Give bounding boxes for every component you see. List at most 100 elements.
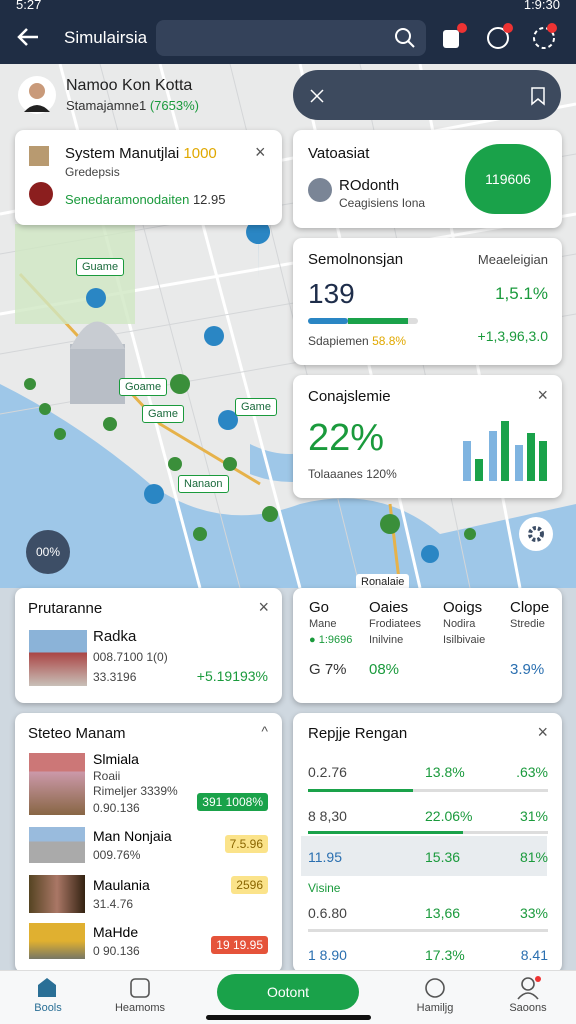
caption-text: Tolaaanes xyxy=(308,467,363,481)
close-button[interactable]: × xyxy=(537,385,548,405)
detail-text: Senedaramonodaiten xyxy=(65,192,190,207)
card-title: Repjje Rengan xyxy=(308,725,408,742)
item-photo xyxy=(29,875,85,913)
home-indicator xyxy=(206,1015,371,1020)
item-badge: 19 19.95 xyxy=(211,936,268,954)
map-label: Goame xyxy=(119,378,168,396)
item-photo xyxy=(29,753,85,815)
column: Clope Stredie 3.9% xyxy=(510,600,549,678)
col-head: Go xyxy=(309,599,330,616)
map-search[interactable] xyxy=(293,70,561,120)
system-card[interactable]: System Manutjlai 1000 × Gredepsis Seneda… xyxy=(15,130,282,225)
row-cell: 17.3% xyxy=(425,947,465,963)
profile-percent: (7653%) xyxy=(149,98,199,113)
nav-item[interactable]: Bools xyxy=(34,1002,62,1014)
columns-card[interactable]: Go Mane ● 1:9696 G 7% Oaies Frodiatees Inilvi… xyxy=(293,588,562,703)
col-value: G 7% xyxy=(309,661,347,678)
col-line-text: 1:9696 xyxy=(318,634,353,646)
row-cell: 0.6.80 xyxy=(308,905,347,921)
collapse-button[interactable]: ^ xyxy=(261,723,268,739)
item-sub: Roaii xyxy=(93,769,121,783)
card-avatar xyxy=(308,178,332,202)
col-sub: Mane xyxy=(309,618,337,630)
back-button[interactable] xyxy=(16,26,40,48)
stat-amount: +1,3,96,3.0 xyxy=(477,328,548,344)
top-icons[interactable] xyxy=(440,22,560,52)
search-box[interactable] xyxy=(156,20,426,56)
row-cell: 1 8.90 xyxy=(308,947,347,963)
row-cell: 8.41 xyxy=(520,947,548,963)
col-sub: Nodira xyxy=(443,618,476,630)
zoom-button[interactable]: 00% xyxy=(26,530,70,574)
stat-change: 1,5.1% xyxy=(495,284,548,303)
card-title: Vatoasiat xyxy=(308,145,370,162)
list-card[interactable]: Steteo Manam ^ Slmiala Roaii Rimeljer 33… xyxy=(15,713,282,973)
card-caption: Ceagisiens Iona xyxy=(339,196,426,210)
map-label: Nanaon xyxy=(178,475,229,493)
column: Go Mane ● 1:9696 G 7% xyxy=(309,600,352,678)
map-label: Ronalaie xyxy=(356,574,410,590)
row-cell: 0.2.76 xyxy=(308,764,347,780)
nav-item[interactable]: Saoons xyxy=(509,1002,547,1014)
item-photo xyxy=(29,827,85,863)
status-time: 5:27 xyxy=(16,0,42,12)
row-cell: .63% xyxy=(516,764,548,780)
caption-value: 120% xyxy=(366,467,397,481)
nav-icons xyxy=(38,976,541,1000)
item-line: Rimeljer 3339% xyxy=(93,784,178,798)
section-label: Visine xyxy=(308,881,341,895)
status-badge[interactable]: 119606 xyxy=(465,144,551,214)
row-bar xyxy=(308,789,548,792)
col-value: 3.9% xyxy=(510,661,545,678)
nav-item[interactable]: Heamoms xyxy=(114,1002,166,1014)
rank-card[interactable]: Repjje Rengan × 0.2.76 13.8% .63% 8 8,30… xyxy=(293,713,562,973)
item-badge: 7.5.96 xyxy=(224,835,268,853)
settings-button[interactable] xyxy=(518,516,554,552)
item-badge: 2596 xyxy=(231,876,268,894)
place-value: +5.19193% xyxy=(196,668,268,684)
col-line: Inilvine xyxy=(369,634,404,646)
place-line1: 008.7100 1(0) xyxy=(93,650,168,664)
search-icon[interactable] xyxy=(394,27,416,49)
row-cell: 15.36 xyxy=(425,849,461,865)
item-line: 0 90.136 xyxy=(93,944,140,958)
col-value: 08% xyxy=(369,661,400,678)
card-icon xyxy=(29,146,49,166)
place-card[interactable]: Prutaranne × Radka 008.7100 1(0) 33.3196… xyxy=(15,588,282,703)
card-title: Semolnonsjan xyxy=(308,251,404,268)
row-cell: 33% xyxy=(519,905,548,921)
profile-subtitle: Stamajamne1 (7653%) xyxy=(66,98,199,113)
col-line: ● 1:9696 xyxy=(309,634,353,646)
nav-item[interactable]: Hamiljg xyxy=(416,1002,454,1014)
percent-caption: Tolaaanes 120% xyxy=(308,467,397,481)
percent-value: 22% xyxy=(308,417,385,459)
vatoasiat-card[interactable]: Vatoasiat ROdonth Ceagisiens Iona 119606 xyxy=(293,130,562,228)
title-badge: 1000 xyxy=(183,145,217,162)
item-name: MaHde xyxy=(93,924,139,940)
column: Ooigs Nodira Isilbivaie xyxy=(443,600,485,648)
col-line: Isilbivaie xyxy=(443,634,486,646)
map-label: Game xyxy=(142,405,184,423)
close-button[interactable]: × xyxy=(537,722,548,742)
caption-value: 58.8% xyxy=(372,334,407,348)
percent-card[interactable]: Conajslemie × 22% Tolaaanes 120% xyxy=(293,375,562,498)
row-bar xyxy=(308,831,548,834)
row-cell: 11.95 xyxy=(308,849,342,865)
item-photo xyxy=(29,923,85,959)
column: Oaies Frodiatees Inilvine 08% xyxy=(369,600,421,678)
card-title: Prutaranne xyxy=(28,600,103,617)
col-sub: Stredie xyxy=(510,618,545,630)
row-highlight xyxy=(301,836,547,876)
close-button[interactable]: × xyxy=(258,597,269,617)
primary-button[interactable]: Ootont xyxy=(217,974,359,1010)
card-label: Meaeleigian xyxy=(477,252,548,267)
mini-chart xyxy=(463,421,547,481)
detail-value: 12.95 xyxy=(192,192,226,207)
map-search-icons[interactable] xyxy=(308,86,548,106)
item-line: 31.4.76 xyxy=(93,897,134,911)
row-cell: 81% xyxy=(519,849,548,865)
item-name: Slmiala xyxy=(93,751,139,767)
stats-card[interactable]: Semolnonsjan Meaeleigian 139 1,5.1% Sdap… xyxy=(293,238,562,365)
progress-bar xyxy=(308,318,418,324)
close-button[interactable]: × xyxy=(255,142,266,162)
